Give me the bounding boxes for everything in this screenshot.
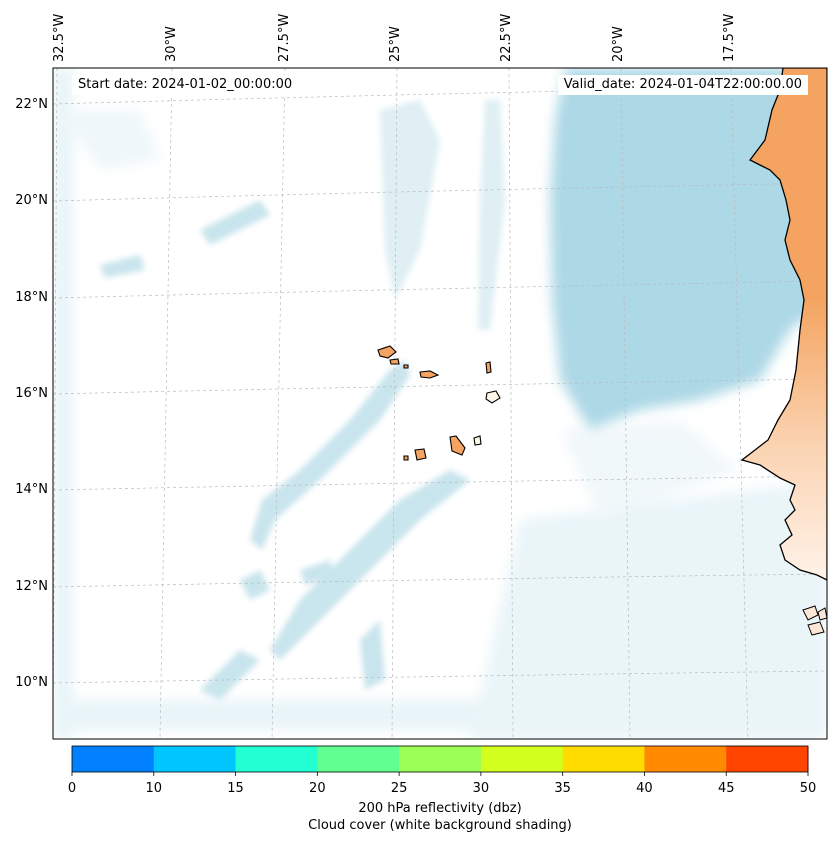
colorbar-segment <box>399 746 482 772</box>
island-santo-antao <box>377 345 397 359</box>
lon-label: 25°W <box>388 26 403 62</box>
colorbar-tick-label: 40 <box>636 781 653 796</box>
lon-label: 32.5°W <box>52 13 67 62</box>
african-coast <box>740 68 827 581</box>
island-fogo <box>414 448 427 461</box>
colorbar-segment <box>726 746 809 772</box>
lon-label: 17.5°W <box>722 13 737 62</box>
lon-label: 20°W <box>611 26 626 62</box>
island-boa-vista <box>485 390 501 404</box>
lon-label: 27.5°W <box>277 13 292 62</box>
map-frame <box>52 67 828 740</box>
island-sao-nicolau <box>419 370 440 379</box>
colorbar-sublabel: Cloud cover (white background shading) <box>308 818 572 833</box>
island-brava <box>403 455 409 461</box>
colorbar-tick-label: 20 <box>309 781 326 796</box>
cloud-haze <box>53 68 827 739</box>
colorbar-tick-label: 0 <box>67 781 77 796</box>
colorbar-frame <box>71 745 809 773</box>
island-santiago <box>449 435 466 456</box>
start-date-label: Start date: 2024-01-02_00:00:00 <box>72 75 299 95</box>
colorbar-tick-label: 15 <box>227 781 244 796</box>
map-area <box>53 68 827 739</box>
valid-date-label: Valid_date: 2024-01-04T22:00:00.00 <box>557 75 808 95</box>
colorbar-tick-label: 50 <box>799 781 817 796</box>
colorbar-tick-label: 30 <box>472 781 490 796</box>
colorbar-tick-label: 25 <box>390 781 408 796</box>
colorbar-segment <box>480 746 564 772</box>
island-sao-vicente <box>389 358 400 365</box>
colorbar-tick-label: 45 <box>717 781 735 796</box>
lat-label: 12°N <box>15 579 48 594</box>
lat-label: 22°N <box>15 97 48 112</box>
colorbar-tickmarks <box>71 772 809 776</box>
colorbar <box>72 746 809 772</box>
lat-label: 20°N <box>15 193 48 208</box>
colorbar-segment <box>72 746 155 772</box>
lat-label: 14°N <box>15 482 48 497</box>
coastal-islands <box>802 605 827 636</box>
lat-label: 10°N <box>15 675 48 690</box>
cape-verde-islands <box>377 345 501 461</box>
colorbar-segment <box>644 746 727 772</box>
island-santa-luzia <box>403 364 409 369</box>
lon-label: 30°W <box>164 26 179 62</box>
colorbar-segment <box>317 746 400 772</box>
colorbar-segment <box>562 746 645 772</box>
colorbar-segment <box>153 746 237 772</box>
cloud-bands <box>100 100 505 700</box>
colorbar-tick-label: 10 <box>145 781 163 796</box>
colorbar-segment <box>235 746 318 772</box>
island-maio <box>473 435 482 446</box>
graticule <box>53 68 827 739</box>
lon-label: 22.5°W <box>499 13 514 62</box>
lat-label: 16°N <box>15 386 48 401</box>
colorbar-tick-label: 35 <box>554 781 571 796</box>
colorbar-label: 200 hPa reflectivity (dbz) <box>358 801 522 816</box>
lat-label: 18°N <box>15 290 48 305</box>
island-sal <box>485 361 492 374</box>
